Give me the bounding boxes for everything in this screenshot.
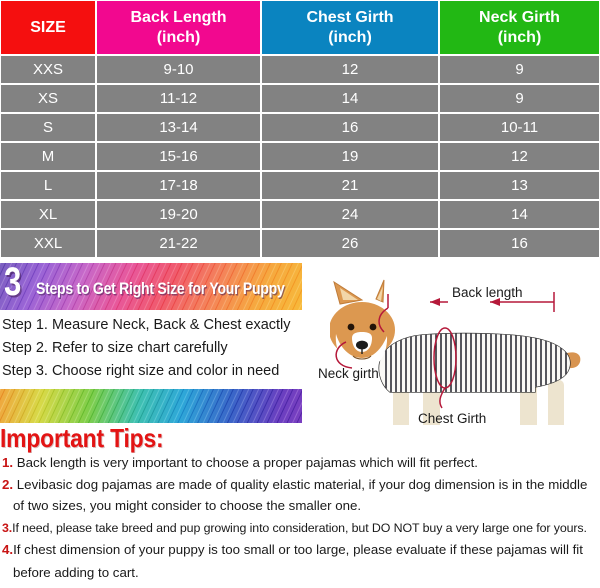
svg-text:Neck girth: Neck girth [318, 366, 379, 381]
svg-text:Back length: Back length [452, 285, 523, 300]
svg-text:Chest Girth: Chest Girth [418, 411, 486, 426]
